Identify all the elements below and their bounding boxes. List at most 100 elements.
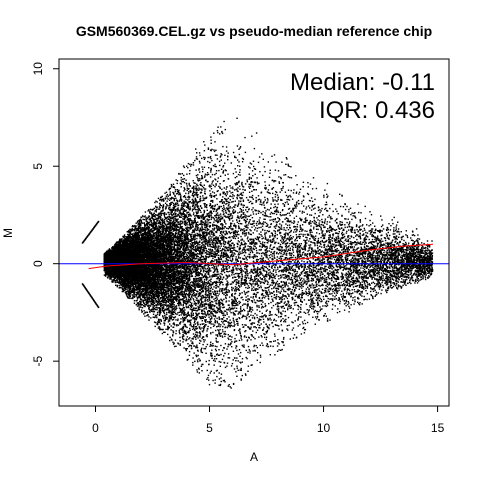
data-point — [350, 262, 352, 264]
data-point — [199, 199, 201, 202]
data-point — [240, 309, 242, 311]
data-point — [276, 280, 279, 283]
data-point — [278, 343, 280, 345]
data-point — [193, 189, 195, 191]
data-point — [277, 220, 280, 222]
data-point — [233, 231, 235, 234]
data-point — [234, 272, 237, 275]
data-point — [245, 256, 247, 258]
data-point — [226, 277, 228, 279]
data-point — [341, 221, 343, 224]
data-point — [235, 303, 237, 305]
data-point — [251, 317, 254, 319]
data-point — [195, 229, 198, 232]
data-point — [261, 297, 263, 299]
data-point — [224, 255, 226, 258]
data-point — [346, 288, 349, 290]
data-point — [198, 279, 201, 281]
data-point — [265, 248, 268, 250]
data-point — [174, 305, 176, 308]
data-point — [240, 208, 242, 211]
data-point — [240, 229, 242, 232]
data-point — [267, 199, 269, 201]
data-point — [242, 199, 245, 201]
data-point — [247, 255, 249, 258]
data-point — [169, 323, 171, 325]
data-point — [262, 318, 265, 320]
data-point — [320, 261, 322, 264]
data-point — [259, 203, 261, 205]
data-point — [316, 271, 318, 274]
data-point — [216, 353, 219, 355]
data-point — [406, 278, 408, 281]
data-point — [233, 320, 235, 323]
data-point — [184, 323, 186, 326]
data-point — [190, 239, 192, 241]
data-point — [220, 155, 222, 157]
data-point — [210, 286, 212, 289]
data-point — [198, 268, 200, 270]
data-point — [219, 193, 222, 195]
data-point — [189, 240, 191, 243]
data-point — [317, 240, 319, 242]
data-point — [180, 232, 183, 235]
data-point — [270, 266, 273, 268]
data-point — [202, 197, 204, 199]
data-point — [276, 291, 278, 293]
data-point — [399, 271, 401, 273]
data-point — [199, 233, 201, 235]
data-point — [266, 191, 269, 193]
data-point — [393, 244, 396, 246]
data-point — [283, 281, 286, 284]
data-point — [250, 249, 252, 252]
data-point — [191, 274, 193, 277]
data-point — [167, 211, 169, 214]
data-point — [296, 256, 299, 258]
data-point — [169, 191, 171, 193]
data-point — [289, 243, 291, 245]
data-point — [152, 298, 154, 300]
data-point — [259, 277, 261, 279]
data-point — [350, 268, 352, 271]
data-point — [208, 185, 210, 187]
data-point — [210, 246, 212, 248]
data-point — [248, 248, 250, 250]
data-point — [354, 244, 357, 246]
data-point — [189, 275, 191, 277]
data-point — [228, 321, 230, 324]
data-point — [396, 238, 398, 240]
data-point — [355, 282, 357, 285]
data-point — [392, 285, 395, 288]
data-point — [226, 282, 229, 285]
data-point — [241, 269, 243, 271]
data-point — [162, 304, 164, 306]
data-point — [389, 274, 391, 277]
data-point — [316, 259, 318, 261]
data-point — [159, 309, 162, 312]
data-point — [256, 243, 258, 245]
data-point — [213, 192, 216, 194]
data-point — [121, 283, 123, 286]
data-point — [192, 324, 195, 326]
data-point — [309, 207, 311, 209]
data-point — [318, 222, 320, 224]
data-point — [414, 254, 417, 257]
data-point — [208, 236, 210, 238]
data-point — [348, 285, 350, 287]
data-point — [233, 289, 236, 291]
data-point — [303, 326, 305, 329]
data-point — [246, 248, 248, 250]
data-point — [208, 383, 211, 386]
data-point — [280, 246, 282, 248]
data-point — [251, 301, 254, 303]
data-point — [412, 274, 415, 276]
data-point — [403, 239, 405, 242]
data-point — [186, 187, 188, 189]
data-point — [157, 321, 159, 323]
data-point — [194, 240, 196, 243]
data-point — [225, 223, 227, 225]
data-point — [156, 311, 159, 314]
data-point — [223, 267, 225, 270]
data-point — [230, 222, 232, 224]
data-point — [424, 269, 426, 271]
